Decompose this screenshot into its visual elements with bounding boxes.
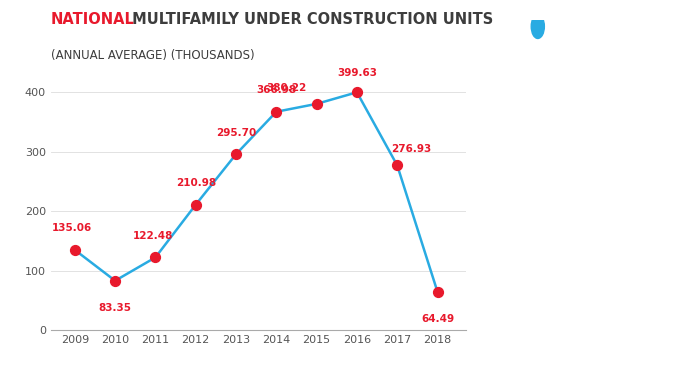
Text: MULTIFAMILY UNDER CONSTRUCTION UNITS: MULTIFAMILY UNDER CONSTRUCTION UNITS	[127, 12, 493, 27]
Text: ~: ~	[495, 143, 518, 171]
Point	[231, 151, 242, 157]
Point	[311, 101, 322, 107]
Text: 83.35: 83.35	[99, 303, 132, 313]
Point	[150, 254, 161, 260]
Text: 122.48: 122.48	[132, 231, 173, 241]
Text: 210.98: 210.98	[176, 178, 216, 188]
Text: NATIONAL: NATIONAL	[51, 12, 134, 27]
Bar	[602, 64, 612, 85]
Circle shape	[531, 14, 544, 38]
Text: 380.22: 380.22	[266, 83, 306, 93]
Text: 366.98: 366.98	[256, 85, 296, 95]
Bar	[508, 94, 539, 104]
FancyBboxPatch shape	[503, 73, 572, 85]
Polygon shape	[589, 85, 626, 119]
Point	[110, 278, 121, 284]
Text: 64.49: 64.49	[421, 314, 454, 324]
Text: 135.06: 135.06	[52, 223, 92, 233]
Bar	[508, 82, 539, 92]
Text: 276.93: 276.93	[391, 144, 431, 154]
Point	[271, 109, 281, 115]
Point	[70, 247, 80, 253]
Text: %: %	[630, 156, 649, 174]
Bar	[508, 106, 539, 116]
Bar	[542, 94, 568, 104]
Point	[190, 202, 201, 208]
Point	[432, 289, 443, 295]
Polygon shape	[512, 27, 564, 75]
Text: 600: 600	[517, 143, 593, 178]
Bar	[542, 82, 568, 92]
Point	[392, 162, 402, 169]
Text: Percentage that
multifamily
units under
construction
have dropped
nationally sin: Percentage that multifamily units under …	[495, 179, 605, 285]
Text: 295.70: 295.70	[216, 127, 256, 138]
Point	[352, 89, 362, 95]
Text: 399.63: 399.63	[337, 68, 377, 79]
Bar	[542, 106, 568, 116]
Text: (ANNUAL AVERAGE) (THOUSANDS): (ANNUAL AVERAGE) (THOUSANDS)	[51, 49, 254, 62]
